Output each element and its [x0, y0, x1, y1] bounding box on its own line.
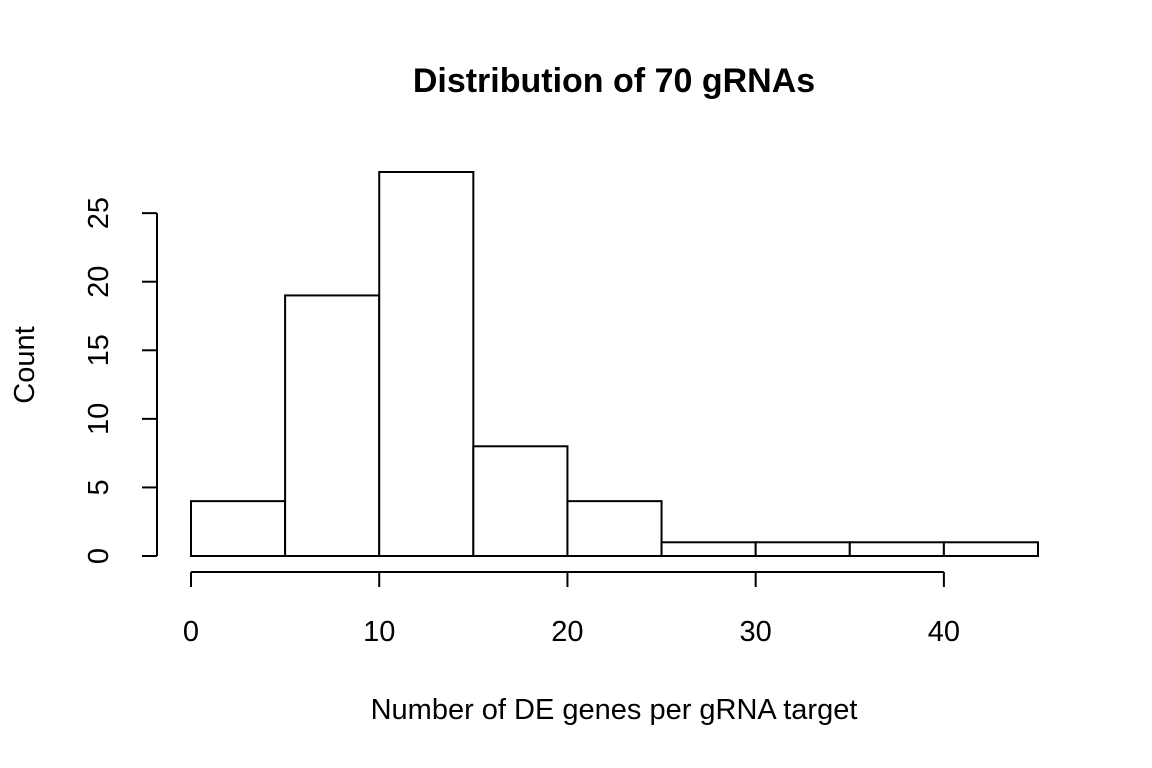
histogram-bar-2: [378, 171, 475, 557]
y-tick-label-1: 5: [83, 479, 115, 495]
x-axis-label: Number of DE genes per gRNA target: [371, 694, 858, 726]
chart-title: Distribution of 70 gRNAs: [413, 62, 815, 100]
histogram-bar-1: [284, 294, 381, 557]
histogram-bar-4: [566, 500, 663, 557]
x-tick-label-2: 20: [551, 616, 583, 648]
y-tick-label-2: 10: [83, 403, 115, 435]
y-tick-label-4: 20: [83, 266, 115, 298]
histogram-bar-5: [660, 541, 757, 557]
x-tick-label-0: 0: [183, 616, 199, 648]
x-tick-label-1: 10: [363, 616, 395, 648]
histogram-bar-8: [942, 541, 1040, 557]
x-axis: 0 10 20 30 40: [183, 571, 960, 648]
x-tick-label-3: 30: [740, 616, 772, 648]
histogram-bar-6: [754, 541, 851, 557]
y-tick-label-0: 0: [83, 548, 115, 564]
y-tick-label-5: 25: [83, 197, 115, 229]
bars-layer: [190, 171, 1040, 557]
y-tick-label-3: 15: [83, 334, 115, 366]
y-axis-label: Count: [9, 326, 41, 403]
x-tick-label-4: 40: [928, 616, 960, 648]
histogram-bar-3: [472, 445, 569, 557]
histogram-bar-0: [190, 500, 287, 557]
histogram-bar-7: [848, 541, 945, 557]
y-axis: 0 5 10 15 20 25: [83, 197, 158, 564]
